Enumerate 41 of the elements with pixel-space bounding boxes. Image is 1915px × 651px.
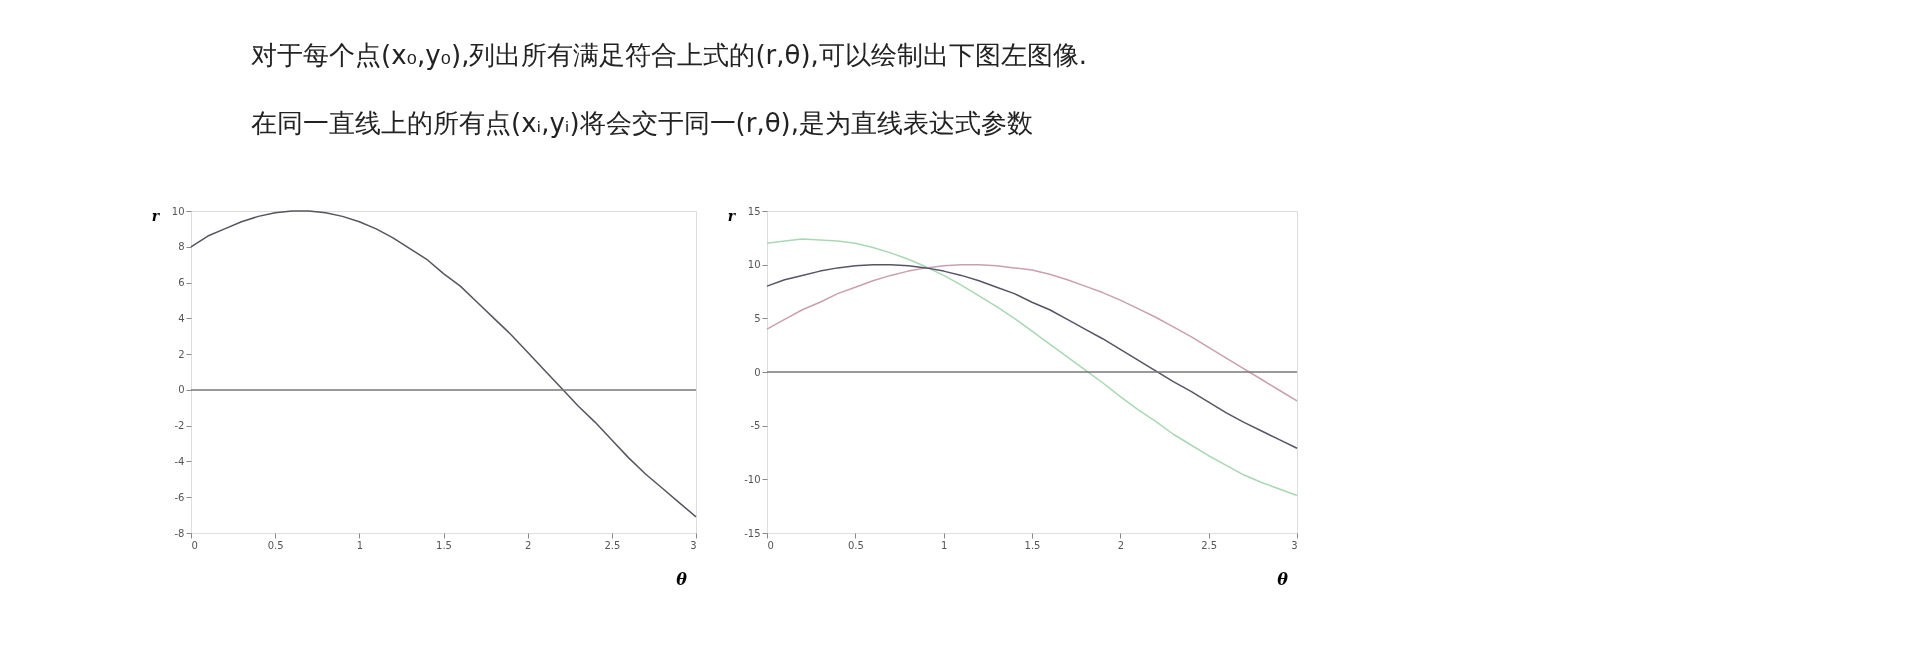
line-series: [766, 238, 1298, 497]
y-tick-label: -8: [174, 527, 185, 539]
x-tick-label: 1.5: [1024, 539, 1041, 551]
line-series: [766, 263, 1298, 402]
y-tick-label: 2: [178, 348, 185, 360]
x-tick-label: 0: [767, 539, 774, 551]
y-tick-label: -2: [174, 420, 185, 432]
x-tick-label: 1: [356, 539, 364, 551]
x-tick-label: 2.5: [1201, 539, 1218, 551]
y-tick-label: -6: [174, 491, 185, 503]
line-series: [190, 210, 697, 518]
y-tick-label: 4: [178, 312, 185, 324]
y-tick-label: 8: [178, 241, 185, 253]
y-tick-label: -4: [174, 455, 185, 467]
text: 对于每个点(x₀,y₀),列出所有满足符合上式的(r,θ),可以绘制出下图左图像.: [251, 39, 1088, 70]
x-tick-label: 2.5: [604, 539, 621, 551]
x-tick-label: 0.5: [267, 539, 284, 551]
y-tick-label: 15: [747, 205, 761, 217]
x-tick-label: 0: [191, 539, 198, 551]
y-tick-label: 0: [178, 384, 185, 396]
x-tick-label: 3: [690, 539, 697, 551]
x-tick-label: 1.5: [436, 539, 452, 551]
y-axis-title: r: [151, 207, 161, 224]
y-tick-label: -5: [750, 420, 761, 432]
x-tick-label: 2: [524, 539, 532, 551]
x-tick-label: 1: [940, 539, 948, 551]
line-series: [766, 263, 1298, 449]
y-tick-label: 6: [178, 277, 185, 289]
y-axis-title: r: [727, 207, 737, 224]
x-axis-title: θ: [1277, 569, 1289, 589]
y-tick-label: -15: [744, 527, 761, 539]
y-tick-label: 5: [754, 312, 761, 324]
y-tick-label: 0: [754, 366, 761, 378]
y-tick-label: 10: [171, 205, 185, 217]
y-tick-label: 10: [747, 259, 761, 271]
y-tick-label: -10: [744, 473, 761, 485]
x-axis-title: θ: [676, 569, 688, 589]
x-tick-label: 3: [1291, 539, 1298, 551]
x-tick-label: 2: [1117, 539, 1125, 551]
x-tick-label: 0.5: [847, 539, 864, 551]
text: 在同一直线上的所有点(xᵢ,yᵢ)将会交于同一(r,θ),是为直线表达式参数: [251, 108, 1034, 139]
